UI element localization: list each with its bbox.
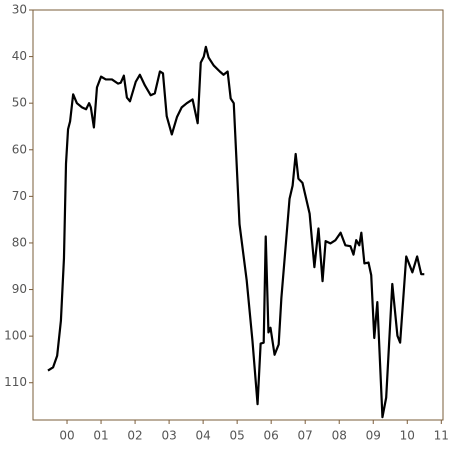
plot-frame <box>32 9 444 421</box>
y-tick-label: 30 <box>12 3 27 17</box>
x-tick-label: 03 <box>161 429 176 443</box>
x-tick-label: 02 <box>127 429 142 443</box>
x-tick-label: 01 <box>93 429 108 443</box>
y-tick-label: 100 <box>4 329 27 343</box>
x-tick-label: 06 <box>264 429 279 443</box>
x-tick-label: 08 <box>332 429 347 443</box>
line-series <box>47 45 425 419</box>
y-tick-label: 60 <box>12 142 27 156</box>
x-tick-label: 00 <box>59 429 74 443</box>
x-tick-label: 07 <box>298 429 313 443</box>
x-tick-label: 10 <box>400 429 415 443</box>
y-tick-label: 40 <box>12 49 27 63</box>
x-tick-label: 05 <box>230 429 245 443</box>
y-tick-label: 80 <box>12 235 27 249</box>
x-tick-label: 11 <box>434 429 449 443</box>
y-tick-label: 90 <box>12 282 27 296</box>
y-tick-label: 50 <box>12 96 27 110</box>
y-tick-label: 110 <box>4 375 27 389</box>
x-tick-label: 04 <box>195 429 210 443</box>
x-tick-label: 09 <box>366 429 381 443</box>
y-tick-label: 70 <box>12 189 27 203</box>
